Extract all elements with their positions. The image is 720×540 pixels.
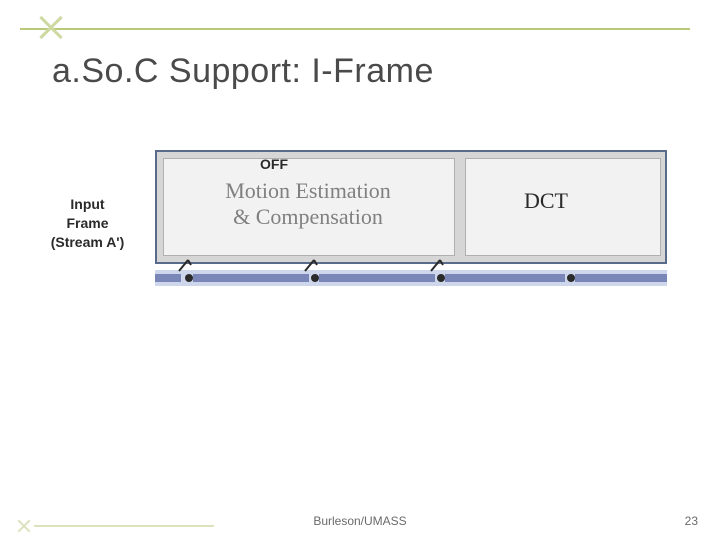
arrow-up-icon xyxy=(177,258,199,272)
off-label: OFF xyxy=(260,156,288,172)
bus-node-dot xyxy=(311,274,319,282)
input-line1: Input xyxy=(70,196,104,212)
bus-segment xyxy=(319,274,435,282)
bus-node-dot xyxy=(185,274,193,282)
motion-estimation-label: Motion Estimation & Compensation xyxy=(188,178,428,231)
page-title: a.So.C Support: I-Frame xyxy=(52,52,434,91)
bus-node-dot xyxy=(437,274,445,282)
arrow-up-icon xyxy=(429,258,451,272)
dct-label: DCT xyxy=(524,188,568,214)
bus-segment xyxy=(193,274,309,282)
bus-segment xyxy=(575,274,667,282)
bus-node-dot xyxy=(567,274,575,282)
input-line3: (Stream A') xyxy=(51,234,125,250)
arrow-up-icon xyxy=(303,258,325,272)
input-line2: Frame xyxy=(66,215,108,231)
motion-line2: & Compensation xyxy=(233,204,383,229)
bus-segment xyxy=(445,274,565,282)
bus-segment xyxy=(155,274,181,282)
accent-top-line xyxy=(20,28,690,30)
footer-attribution: Burleson/UMASS xyxy=(0,514,720,528)
motion-line1: Motion Estimation xyxy=(225,178,391,203)
input-frame-label: Input Frame (Stream A') xyxy=(35,195,140,252)
page-number: 23 xyxy=(685,514,698,528)
bus-diagram xyxy=(155,264,667,292)
corner-ornament-icon xyxy=(36,12,66,42)
